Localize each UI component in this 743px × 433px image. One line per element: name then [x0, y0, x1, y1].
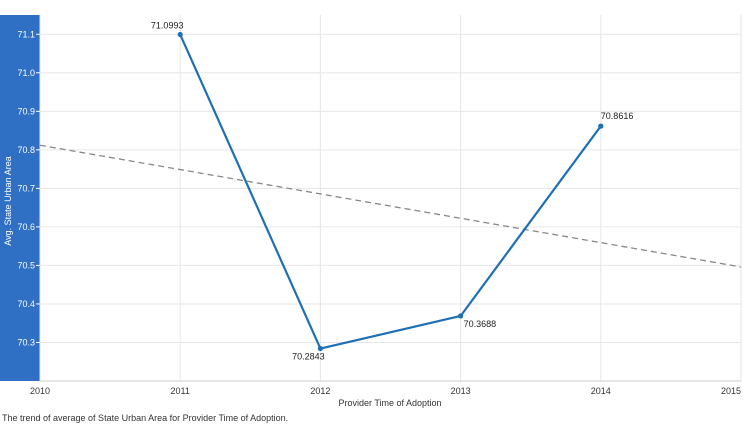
y-tick-label: 70.8: [17, 145, 35, 155]
x-tick-label: 2012: [310, 386, 330, 396]
y-tick-label: 70.4: [17, 299, 35, 309]
y-axis-ticks: 70.3 70.4 70.5 70.6 70.7 70.8 70.9 71.0 71.1: [17, 29, 40, 347]
y-tick-label: 70.9: [17, 106, 35, 116]
y-tick-label: 70.3: [17, 337, 35, 347]
y-tick-label: 71.0: [17, 68, 35, 78]
trend-line: [39, 144, 742, 268]
data-label: 70.2843: [292, 352, 325, 362]
series-layer: 71.0993 70.2843 70.3688 70.8616: [151, 21, 633, 362]
grid: [39, 15, 742, 382]
y-axis-panel: [0, 15, 40, 381]
data-point: [317, 345, 323, 352]
x-tick-label: 2010: [30, 386, 50, 396]
chart-caption: The trend of average of State Urban Area…: [2, 413, 289, 423]
y-axis-label: Avg. State Urban Area: [3, 156, 13, 245]
data-point: [458, 313, 464, 319]
x-tick-label: 2013: [451, 386, 471, 396]
data-label: 70.3688: [464, 319, 497, 329]
x-axis-label: Provider Time of Adoption: [338, 398, 441, 408]
y-tick-label: 71.1: [17, 29, 35, 39]
data-label: 71.0993: [151, 21, 184, 31]
data-point: [598, 123, 604, 129]
y-tick-label: 70.5: [17, 260, 35, 270]
y-tick-label: 70.6: [17, 222, 35, 232]
x-tick-label: 2011: [171, 386, 190, 396]
data-label: 70.8616: [601, 111, 634, 121]
trend-line-layer: [39, 144, 742, 268]
x-tick-label: 2015: [721, 386, 741, 396]
x-tick-label: 2014: [591, 386, 611, 396]
data-point: [177, 31, 183, 38]
y-tick-label: 70.7: [17, 183, 35, 193]
x-axis-ticks: 2010 2011 2012 2013 2014 2015: [30, 386, 741, 396]
series-line: [179, 34, 602, 350]
